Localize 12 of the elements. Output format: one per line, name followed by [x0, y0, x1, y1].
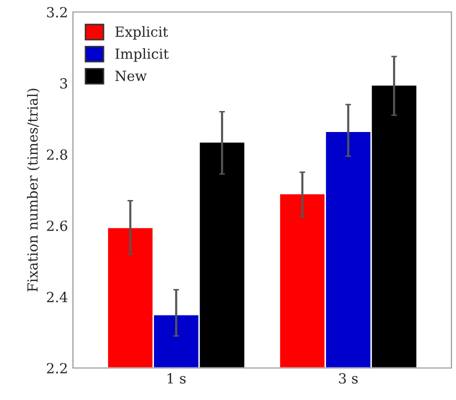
- y-tick-label: 3: [60, 78, 68, 89]
- x-tick-label: 3 s: [339, 373, 358, 384]
- y-tick-label: 2.6: [46, 220, 68, 232]
- y-tick-label: 2.4: [46, 292, 68, 302]
- y-tick-label: 2.8: [46, 149, 68, 160]
- y-axis-title: Fixation number (times/trial): [27, 88, 40, 292]
- legend-label: New: [115, 70, 147, 82]
- y-tick-label: 2.2: [46, 362, 67, 374]
- legend-label: Explicit: [115, 26, 168, 40]
- x-tick-label: 1 s: [168, 373, 186, 384]
- y-tick-label: 3.2: [47, 6, 67, 18]
- legend-label: Implicit: [115, 48, 169, 62]
